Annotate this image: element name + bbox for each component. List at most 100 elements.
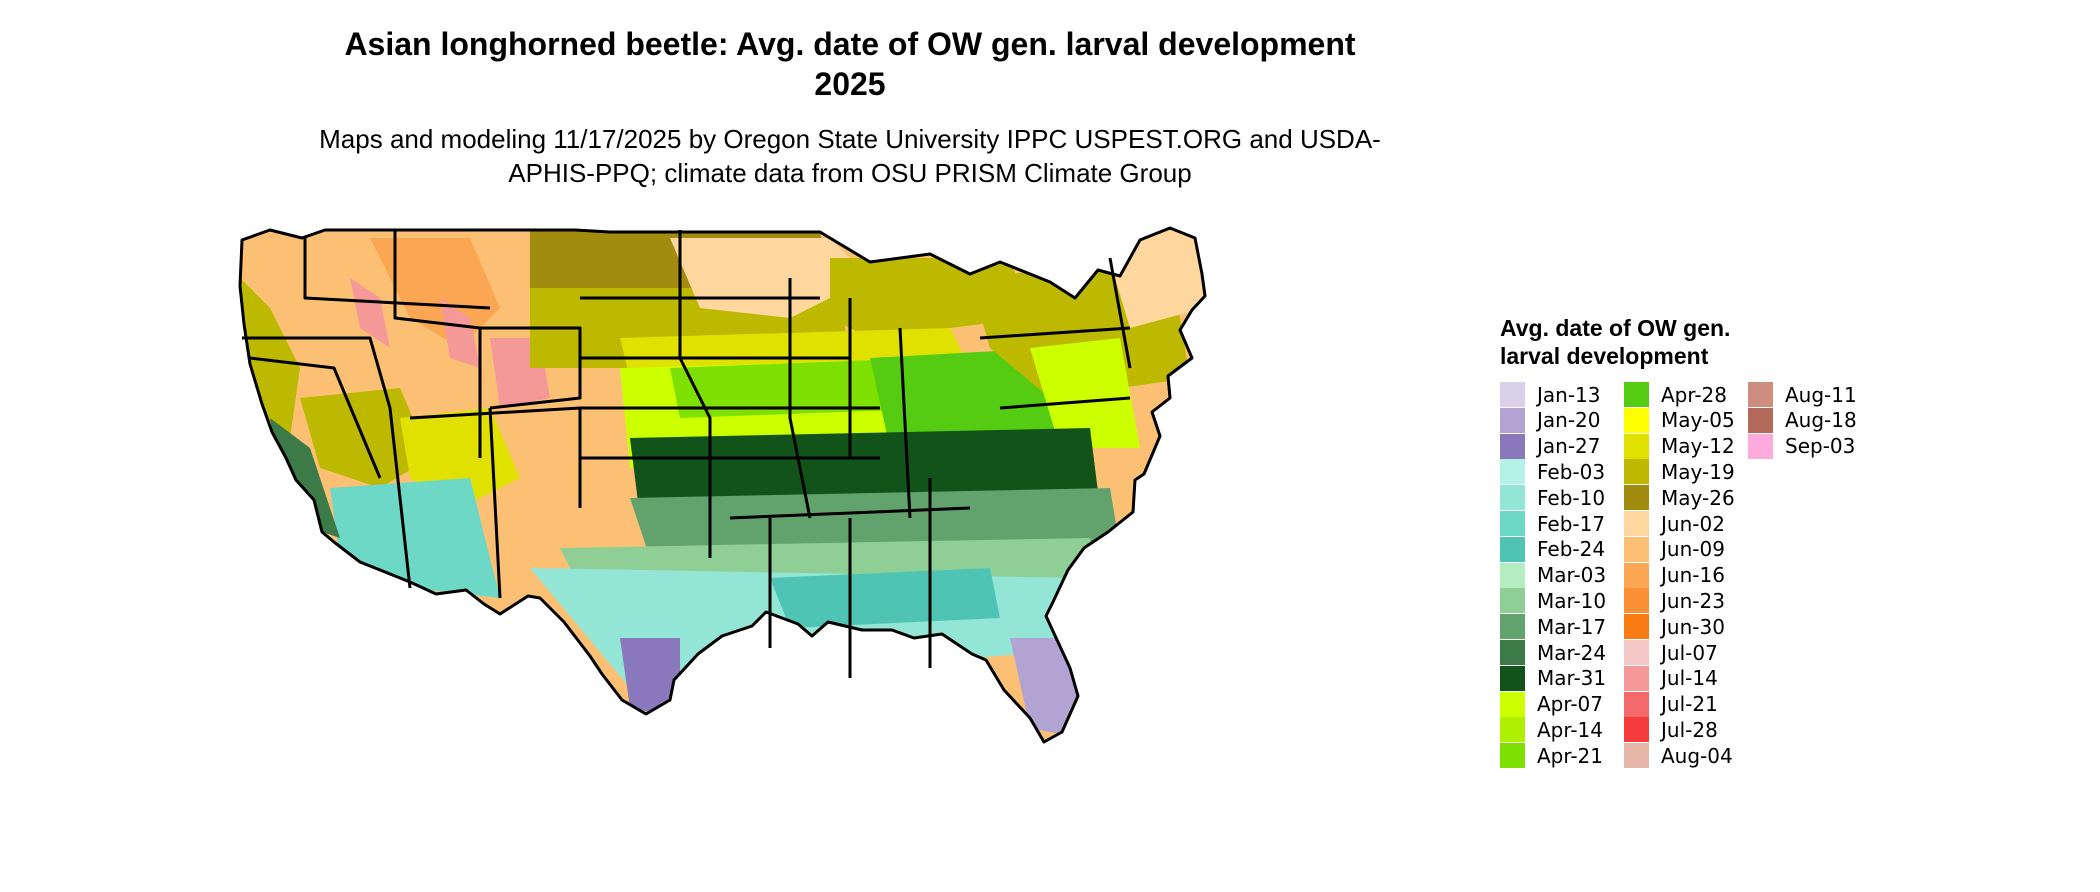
legend-label: Jan-13: [1537, 382, 1601, 407]
legend-swatch: [1500, 665, 1525, 691]
legend-item: Jul-07: [1624, 640, 1718, 665]
legend-label: Aug-04: [1661, 743, 1733, 768]
legend-swatch: [1624, 588, 1649, 614]
us-map: [238, 226, 1207, 744]
legend-swatch: [1500, 640, 1525, 665]
legend-swatch: [1500, 459, 1525, 485]
legend-item: Aug-11: [1748, 382, 1857, 407]
legend-item: Apr-14: [1500, 717, 1603, 743]
legend-swatch: [1748, 433, 1773, 459]
legend-swatch: [1500, 407, 1525, 433]
boundary-ca-nv: [249, 356, 382, 479]
legend-label: Mar-03: [1537, 563, 1607, 588]
map-fill: [240, 228, 1205, 742]
legend-label: May-19: [1661, 459, 1735, 484]
region-coastal-range: [240, 278, 300, 438]
legend-swatch: [1624, 717, 1649, 743]
legend-grid: Jan-13 Jan-20 Jan-27 Feb-03 Feb-10 Feb-17 Feb-…: [1500, 382, 1880, 882]
boundary-wi-il: [788, 278, 812, 519]
legend-label: Jun-16: [1661, 563, 1725, 588]
legend-swatch: [1500, 588, 1525, 614]
region-ohio-valley: [870, 348, 1060, 448]
legend-swatch: [1500, 382, 1525, 407]
legend-label: Jun-09: [1661, 537, 1725, 562]
boundary-ny-pa: [979, 326, 1131, 340]
legend-swatch: [1624, 743, 1649, 769]
boundary-oh-ky: [898, 327, 912, 519]
legend-item: Jul-21: [1624, 691, 1718, 717]
legend-label: May-26: [1661, 485, 1735, 510]
legend-swatch: [1624, 536, 1649, 562]
region-mid-atlantic: [1030, 338, 1140, 448]
legend-item: Mar-10: [1500, 588, 1607, 614]
legend-label: Feb-24: [1537, 537, 1606, 562]
legend-label: Jul-07: [1661, 640, 1718, 665]
legend-item: Mar-17: [1500, 614, 1606, 640]
legend-item: Apr-28: [1624, 382, 1727, 407]
legend-swatch: [1624, 691, 1649, 717]
legend-label: Mar-10: [1537, 588, 1607, 613]
map-title-line1: Asian longhorned beetle: Avg. date of OW…: [344, 26, 1356, 62]
state-boundaries: [238, 226, 1207, 744]
map-title-line2: 2025: [814, 66, 886, 102]
legend-item: Jun-23: [1624, 588, 1725, 614]
legend-item: Sep-03: [1748, 433, 1856, 459]
map-title: Asian longhorned beetle: Avg. date of OW…: [300, 24, 1400, 104]
legend-item: Apr-07: [1500, 691, 1603, 717]
legend-item: Jul-28: [1624, 717, 1718, 743]
boundary-new-england: [1108, 257, 1132, 369]
legend-label: Sep-03: [1785, 434, 1856, 459]
boundary-mn-ia-mo-ar: [678, 230, 712, 558]
legend-label: Apr-14: [1537, 717, 1603, 742]
legend-swatch: [1624, 485, 1649, 511]
legend-swatch: [1624, 562, 1649, 588]
legend-label: Mar-31: [1537, 666, 1607, 691]
legend-swatch: [1624, 382, 1649, 407]
legend-swatch: [1500, 433, 1525, 459]
legend-label: Jul-28: [1661, 717, 1718, 742]
region-gulf-inland: [770, 568, 1000, 628]
legend-item: Apr-21: [1500, 743, 1603, 769]
boundary-mt-id-wy: [393, 230, 482, 458]
legend-item: Jan-13: [1500, 382, 1601, 407]
legend-swatch: [1624, 511, 1649, 536]
boundary-wy-co: [480, 326, 582, 410]
legend-item: Jan-27: [1500, 433, 1601, 459]
legend-label: Aug-18: [1785, 408, 1857, 433]
legend-label: Jul-21: [1661, 692, 1718, 717]
legend-item: Jun-02: [1624, 511, 1725, 536]
legend-item: Feb-03: [1500, 459, 1605, 485]
legend-item: May-05: [1624, 407, 1735, 433]
legend-label: Aug-11: [1785, 382, 1857, 407]
legend-swatch: [1500, 614, 1525, 640]
legend-item: Mar-24: [1500, 640, 1606, 665]
legend-swatch: [1624, 407, 1649, 433]
region-florida: [1010, 638, 1080, 738]
boundary-wa-or-id: [303, 236, 491, 310]
legend-label: Apr-28: [1661, 382, 1727, 407]
legend: Avg. date of OW gen. larval development …: [1500, 314, 1880, 882]
legend-label: Jun-23: [1661, 588, 1725, 613]
legend-item: Feb-24: [1500, 536, 1606, 562]
legend-swatch: [1500, 717, 1525, 743]
boundary-or-ca-nv: [242, 336, 412, 589]
legend-swatch: [1500, 743, 1525, 769]
region-california-valley: [270, 418, 340, 538]
legend-item: Jun-16: [1624, 562, 1725, 588]
map-subtitle: Maps and modeling 11/17/2025 by Oregon S…: [319, 124, 1381, 188]
legend-label: Apr-21: [1537, 743, 1603, 768]
legend-label: May-05: [1661, 408, 1735, 433]
legend-swatch: [1500, 691, 1525, 717]
legend-item: Aug-04: [1624, 743, 1733, 769]
legend-label: Feb-10: [1537, 485, 1606, 510]
legend-swatch: [1500, 511, 1525, 536]
legend-swatch: [1500, 562, 1525, 588]
boundary-va-nc: [999, 396, 1131, 410]
legend-swatch: [1748, 382, 1773, 407]
legend-item: May-12: [1624, 433, 1735, 459]
region-highlands-idaho: [350, 278, 390, 348]
legend-label: Feb-17: [1537, 511, 1606, 536]
boundary-az-nm: [488, 407, 502, 599]
legend-item: Jun-30: [1624, 614, 1725, 640]
legend-label: May-12: [1661, 434, 1735, 459]
